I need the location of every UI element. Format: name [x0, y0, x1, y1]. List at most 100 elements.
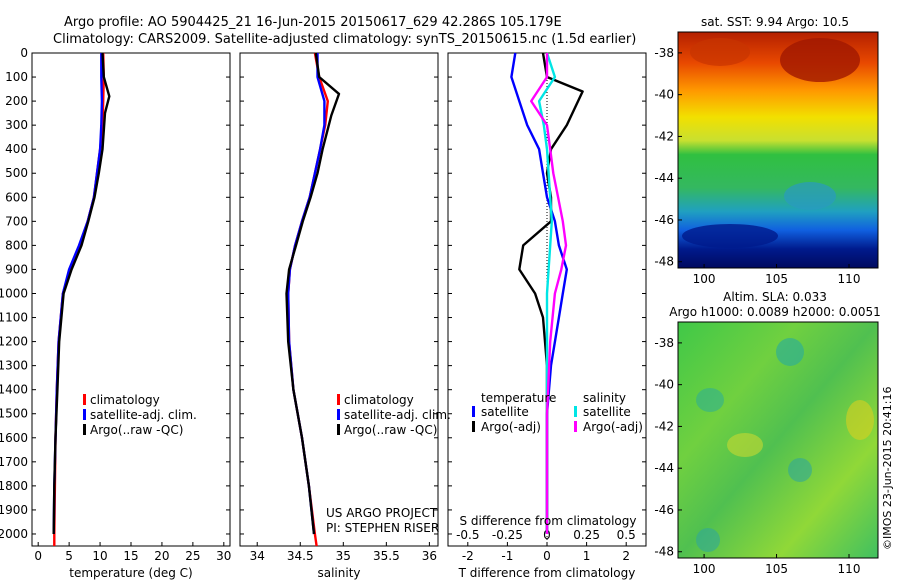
depth-tick-label: 1000 — [0, 286, 28, 300]
depth-tick-label: 1100 — [0, 311, 28, 325]
x-tick-label: 34.5 — [287, 549, 314, 563]
temperature-legend: climatology satellite-adj. clim. Argo(..… — [83, 393, 197, 437]
legend-argo-swatch — [337, 424, 340, 435]
salinity-axes — [239, 52, 439, 547]
legend-satellite-swatch — [83, 409, 86, 420]
legend-temp-title: temperature — [481, 391, 556, 405]
header-line2: Climatology: CARS2009. Satellite-adjuste… — [53, 32, 636, 47]
temperature-panel: 0 5 10 15 20 25 30 — [34, 52, 231, 563]
x-tick-label: 10 — [92, 549, 107, 563]
legend-satellite: satellite-adj. clim. — [90, 408, 197, 422]
depth-tick-label: 1900 — [0, 503, 28, 517]
legend-temp-satellite: satellite — [481, 405, 529, 419]
depth-tick-label: 700 — [5, 214, 28, 228]
series-line — [518, 52, 584, 534]
credit-project: US ARGO PROJECT — [326, 506, 438, 520]
sla-blob — [727, 433, 763, 457]
x-tick-label: 36 — [422, 549, 437, 563]
lon-tick-label: 105 — [765, 562, 788, 576]
legend-satellite: satellite-adj. clim. — [344, 408, 451, 422]
legend-sal-argo-swatch — [574, 421, 577, 432]
salinity-xlabel: salinity — [317, 566, 360, 580]
lat-tick-label: -46 — [654, 503, 674, 517]
legend-sal-title: salinity — [583, 391, 626, 405]
depth-tick-label: 200 — [5, 94, 28, 108]
x-tick-label: 30 — [216, 549, 231, 563]
lat-tick-label: -48 — [654, 545, 674, 559]
sst-map-texture — [682, 38, 860, 248]
s-tick-label: -0.5 — [456, 528, 479, 542]
legend-sal-satellite: satellite — [583, 405, 631, 419]
sla-blob — [696, 528, 720, 552]
x-tick-label: 34 — [250, 549, 265, 563]
sst-map-title: sat. SST: 9.94 Argo: 10.5 — [701, 15, 849, 29]
depth-tick-label: 400 — [5, 142, 28, 156]
temperature-xlabel: temperature (deg C) — [69, 566, 192, 580]
legend-temp-argo: Argo(-adj) — [481, 420, 541, 434]
depth-tick-label: 1800 — [0, 479, 28, 493]
legend-argo: Argo(..raw -QC) — [90, 423, 183, 437]
depth-tick-label: 1400 — [0, 383, 28, 397]
lat-tick-label: -48 — [654, 255, 674, 269]
lon-tick-label: 100 — [693, 562, 716, 576]
depth-tick-labels: 0 100 200 300 400 500 600 700 800 900 1000 1100 1200… — [0, 46, 646, 541]
x-tick-label: 1 — [583, 549, 591, 563]
imos-stamp: ©IMOS 23-Jun-2015 20:41:16 — [881, 386, 894, 550]
legend-argo: Argo(..raw -QC) — [344, 423, 437, 437]
sla-map-title1: Altim. SLA: 0.033 — [723, 290, 827, 304]
lat-tick-label: -46 — [654, 213, 674, 227]
sla-blob — [846, 400, 874, 440]
depth-tick-label: 2000 — [0, 527, 28, 541]
sla-blob — [696, 388, 724, 412]
sla-map-axes: -38 -40 -42 -44 -46 -48 100 105 110 — [654, 336, 860, 576]
lon-tick-label: 100 — [693, 272, 716, 286]
depth-tick-label: 300 — [5, 118, 28, 132]
depth-tick-label: 0 — [20, 46, 28, 60]
legend-satellite-swatch — [337, 409, 340, 420]
x-tick-label: 0 — [34, 549, 42, 563]
s-tick-label: -0.25 — [492, 528, 523, 542]
x-tick-label: 2 — [622, 549, 630, 563]
lat-tick-label: -40 — [654, 88, 674, 102]
sla-map-image — [678, 322, 878, 558]
depth-tick-label: 1700 — [0, 455, 28, 469]
lat-tick-label: -44 — [654, 461, 674, 475]
lat-tick-label: -38 — [654, 46, 674, 60]
lat-tick-label: -42 — [654, 419, 674, 433]
difference-xlabel: T difference from climatology — [458, 566, 636, 580]
lat-tick-label: -42 — [654, 129, 674, 143]
x-tick-label: 20 — [154, 549, 169, 563]
sst-map-frame — [677, 31, 879, 269]
header-line1: Argo profile: AO 5904425_21 16-Jun-2015 … — [64, 15, 562, 30]
depth-tick-label: 1600 — [0, 431, 28, 445]
legend-climatology-swatch — [337, 394, 340, 405]
series-line — [52, 52, 111, 535]
series-line — [530, 53, 568, 534]
sla-map-frame — [677, 321, 879, 559]
sla-blob — [788, 458, 812, 482]
lat-tick-label: -44 — [654, 171, 674, 185]
x-tick-label: 0 — [543, 549, 551, 563]
depth-tick-label: 1300 — [0, 359, 28, 373]
x-tick-label: 15 — [123, 549, 138, 563]
lon-tick-label: 110 — [838, 562, 861, 576]
s-tick-label: 0.25 — [573, 528, 600, 542]
series-line — [510, 52, 568, 534]
sla-map-title2: Argo h1000: 0.0089 h2000: 0.0051 — [669, 305, 881, 319]
legend-argo-swatch — [83, 424, 86, 435]
series-line — [52, 53, 104, 535]
legend-temp-satellite-swatch — [472, 406, 475, 417]
legend-sal-satellite-swatch — [574, 406, 577, 417]
s-tick-label: 0 — [543, 528, 551, 542]
sst-map-axes: -38 -40 -42 -44 -46 -48 100 105 110 — [654, 46, 860, 286]
depth-tick-label: 1500 — [0, 407, 28, 421]
difference-panel: -2 -1 0 1 2 -0.5 -0.25 0 0.25 0.5 — [456, 52, 636, 563]
legend-climatology-swatch — [83, 394, 86, 405]
difference-top-label: S difference from climatology — [460, 514, 637, 528]
lat-tick-label: -38 — [654, 336, 674, 350]
legend-climatology: climatology — [344, 393, 414, 407]
sla-blob — [776, 338, 804, 366]
depth-tick-label: 800 — [5, 238, 28, 252]
s-tick-label: 0.5 — [617, 528, 636, 542]
